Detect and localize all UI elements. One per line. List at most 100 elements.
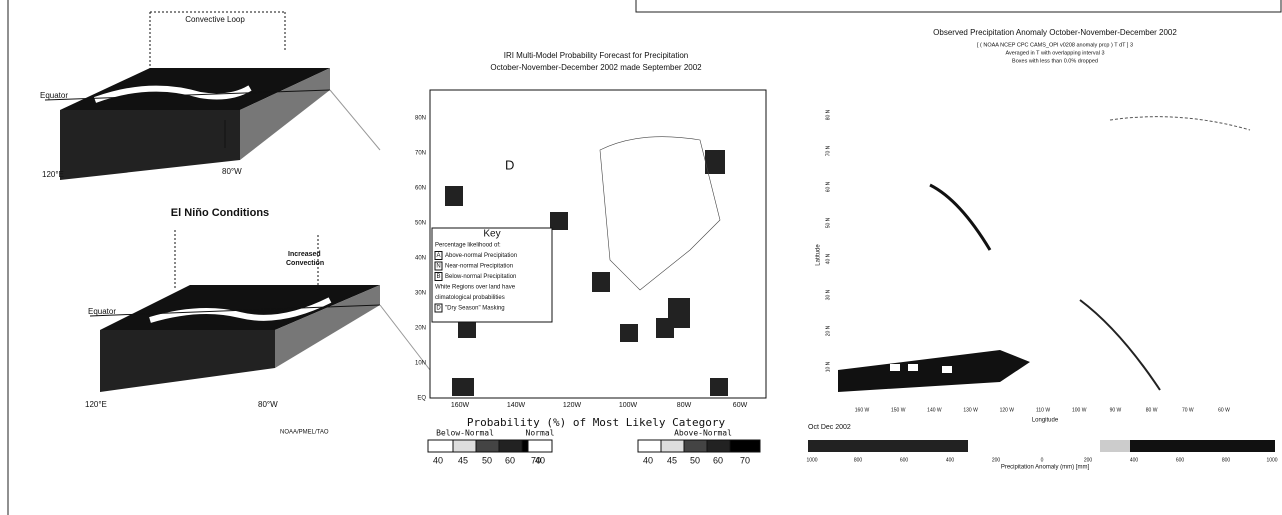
lat-label: 80N — [415, 116, 426, 122]
subtitle: Averaged in T with overlapping interval … — [1005, 50, 1104, 56]
colorbar — [808, 440, 1275, 452]
lat-label: 10 N — [825, 361, 831, 372]
dry-marker: D — [505, 157, 514, 172]
title: IRI Multi-Model Probability Forecast for… — [504, 51, 689, 60]
legend-swatches — [427, 439, 761, 453]
lat-label: 80 N — [825, 109, 831, 120]
colorbar-label: 200 — [1084, 457, 1093, 463]
credit: NOAA/PMEL/TAO — [280, 430, 329, 436]
title: Observed Precipitation Anomaly October-N… — [933, 28, 1177, 37]
label: Convection — [286, 260, 324, 267]
lon-label: 130 W — [963, 407, 978, 413]
legend-label: 45 — [667, 455, 677, 465]
lon-label: 100 W — [1072, 407, 1087, 413]
axis-label: Longitude — [1032, 418, 1059, 424]
colorbar-title: Precipitation Anomaly (mm) [mm] — [1001, 465, 1090, 471]
diagram-top — [44, 11, 381, 180]
label: Equator — [40, 91, 68, 100]
lat-label: 50N — [415, 221, 426, 227]
colorbar-label: 800 — [854, 457, 863, 463]
legend-label: 60 — [713, 455, 723, 465]
lat-label: 70 N — [825, 145, 831, 156]
colorbar-label: 0 — [1041, 457, 1044, 463]
diagram-bottom — [89, 230, 431, 392]
title: October-November-December 2002 made Sept… — [490, 63, 702, 72]
lat-label: 40 N — [825, 253, 831, 264]
lon-label: 120W — [563, 402, 582, 409]
period: Oct Dec 2002 — [808, 424, 851, 431]
lon-label: 110 W — [1036, 407, 1050, 413]
legend-label: 50 — [690, 455, 700, 465]
legend-group: Above-Normal — [674, 429, 732, 438]
border — [635, 0, 1282, 13]
lat-label: 40N — [415, 256, 426, 262]
colorbar-label: 400 — [1130, 457, 1139, 463]
lon-label: 160 W — [855, 407, 870, 413]
lat-label: 30 N — [825, 289, 831, 300]
label: 80°W — [222, 167, 242, 176]
legend-group: Below-Normal — [436, 429, 494, 438]
key-line: Below-normal Precipitation — [445, 274, 516, 280]
lon-label: 90 W — [1110, 407, 1122, 413]
lon-label: 140W — [507, 402, 526, 409]
label: 120°E — [42, 170, 64, 179]
lat-label: 60 N — [825, 181, 831, 192]
key-letter: N — [436, 264, 440, 270]
key-line: White Regions over land have — [435, 285, 516, 291]
label: 80°W — [258, 400, 278, 409]
lat-label: 10N — [415, 361, 426, 367]
map-shapes — [838, 116, 1251, 392]
colorbar-label: 200 — [992, 457, 1001, 463]
key-swatch — [434, 272, 443, 281]
key-title: Key — [483, 229, 500, 240]
legend-label: 60 — [505, 455, 515, 465]
lon-label: 100W — [619, 402, 638, 409]
subtitle: Boxes with less than 0.0% dropped — [1012, 58, 1098, 64]
colorbar-label: 600 — [900, 457, 909, 463]
legend-label: 40 — [535, 455, 545, 465]
lat-label: 70N — [415, 151, 426, 157]
key-letter: A — [436, 253, 440, 259]
lon-label: 80 W — [1146, 407, 1158, 413]
key-line: Above-normal Precipitation — [445, 253, 517, 259]
colorbar-label: 600 — [1176, 457, 1185, 463]
lon-label: 140 W — [927, 407, 942, 413]
lon-label: 120 W — [1000, 407, 1015, 413]
legend-label: 70 — [531, 455, 541, 465]
label: Increased — [288, 251, 321, 258]
label: Convective Loop — [185, 15, 245, 24]
lat-label: EQ — [417, 396, 426, 402]
key-swatch — [434, 261, 443, 271]
lat-label: 20 N — [825, 325, 831, 336]
key-box — [431, 227, 553, 323]
legend-label: 40 — [643, 455, 653, 465]
key-line: climatological probabilities — [435, 295, 505, 301]
heading: El Niño Conditions — [171, 207, 269, 219]
colorbar-label: 400 — [946, 457, 955, 463]
subtitle: [ ( NOAA NCEP CPC CAMS_OPI v0208 anomaly… — [977, 42, 1133, 48]
legend-label: 45 — [458, 455, 468, 465]
lat-label: 30N — [415, 291, 426, 297]
axis-label: Latitude — [816, 244, 822, 266]
key-line: Percentage likelihood of: — [435, 243, 501, 249]
lon-label: 70 W — [1182, 407, 1194, 413]
colorbar-label: 1000 — [806, 457, 817, 463]
legend-label: 40 — [433, 455, 443, 465]
lon-label: 60 W — [1218, 407, 1230, 413]
colorbar-label: 800 — [1222, 457, 1231, 463]
legend-label: 70 — [740, 455, 750, 465]
lat-label: 50 N — [825, 217, 831, 228]
lon-label: 160W — [451, 402, 470, 409]
label: Equator — [88, 307, 116, 316]
key-letter: D — [436, 306, 441, 312]
label: 120°E — [85, 400, 107, 409]
colorbar-label: 1000 — [1266, 457, 1277, 463]
key-line: Near-normal Precipitation — [445, 264, 513, 270]
lat-label: 20N — [415, 326, 426, 332]
map-shapes — [445, 136, 728, 396]
lon-label: 60W — [733, 402, 748, 409]
legend-label: 50 — [482, 455, 492, 465]
lon-label: 80W — [677, 402, 692, 409]
legend-group: Normal — [526, 429, 555, 438]
